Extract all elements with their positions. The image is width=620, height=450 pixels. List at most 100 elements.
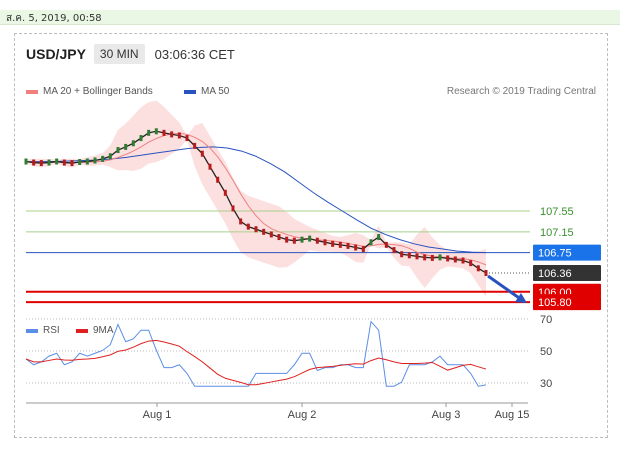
level-badge-106.36 — [533, 264, 601, 281]
candle — [407, 252, 411, 259]
candle — [369, 239, 373, 246]
candle — [453, 256, 457, 263]
candle — [200, 150, 204, 157]
candle — [438, 254, 442, 261]
level-badge-106.75 — [533, 244, 601, 261]
candle — [292, 237, 296, 244]
candle — [484, 269, 488, 276]
candle — [147, 129, 151, 136]
candle — [354, 244, 358, 251]
candle — [70, 160, 74, 167]
candle — [476, 265, 480, 272]
candle — [78, 159, 82, 166]
candle — [170, 131, 174, 138]
candle — [162, 129, 166, 136]
candle — [93, 157, 97, 164]
level-badge-105.80 — [533, 294, 601, 311]
candle — [139, 135, 143, 142]
candle — [338, 241, 342, 248]
x-tick-label: Aug 15 — [495, 409, 530, 421]
level-label-105.80: 105.80 — [538, 297, 572, 309]
candle — [323, 239, 327, 246]
legend-rsi: RSI — [26, 325, 60, 336]
candle — [254, 226, 258, 233]
level-label-107.55: 107.55 — [540, 206, 574, 218]
x-tick-label: Aug 1 — [143, 409, 172, 421]
candle — [101, 155, 105, 162]
candle — [62, 159, 66, 166]
candle — [300, 236, 304, 243]
rsi-tick-50: 50 — [540, 346, 552, 358]
candle — [177, 132, 181, 139]
rsi-tick-30: 30 — [540, 378, 552, 390]
candle — [208, 163, 212, 170]
timestamp-bar: ส.ค. 5, 2019, 00:58 — [0, 10, 620, 25]
rsi-line — [25, 320, 487, 387]
candle — [116, 147, 120, 154]
candle — [377, 234, 381, 241]
candle — [331, 240, 335, 247]
rsi-tick-70: 70 — [540, 314, 552, 326]
timeframe-button[interactable]: 30 MIN — [93, 44, 145, 64]
candle — [216, 176, 220, 183]
rsi-9ma-line — [25, 339, 487, 386]
level-label-107.15: 107.15 — [540, 227, 574, 239]
legend-9ma-label: 9MA — [93, 325, 114, 336]
candle — [246, 223, 250, 230]
candle — [269, 231, 273, 238]
candle — [415, 253, 419, 260]
candle — [423, 254, 427, 261]
candle — [223, 189, 227, 196]
legend-rsi-label: RSI — [43, 325, 60, 336]
bollinger-band — [26, 100, 486, 297]
timestamp: ส.ค. 5, 2019, 00:58 — [6, 13, 102, 24]
candle — [39, 160, 43, 167]
credit-text: Research © 2019 Trading Central — [446, 86, 596, 97]
legend-ma50-label: MA 50 — [201, 86, 230, 97]
candle — [131, 140, 135, 147]
candle — [193, 142, 197, 149]
legend-ma20-label: MA 20 + Bollinger Bands — [43, 86, 153, 97]
candle — [262, 228, 266, 235]
candle — [392, 247, 396, 254]
candle — [285, 236, 289, 243]
candle — [85, 158, 89, 165]
candle — [124, 143, 128, 150]
forecast-arrow-head — [515, 293, 527, 303]
forecast-arrow — [487, 274, 523, 302]
candle — [231, 205, 235, 212]
currency-pair: USD/JPY — [26, 46, 86, 62]
candle — [239, 218, 243, 225]
ma20-swatch — [26, 89, 38, 94]
candle — [24, 158, 28, 165]
ma50-swatch — [184, 89, 196, 94]
candle — [446, 255, 450, 262]
chart-header: USD/JPY 30 MIN 03:06:36 CET — [26, 43, 235, 65]
x-tick-label: Aug 2 — [288, 409, 317, 421]
candle — [154, 128, 158, 135]
candle — [346, 242, 350, 249]
candle — [185, 135, 189, 142]
rsi-swatch — [26, 328, 38, 333]
chart-time: 03:06:36 CET — [154, 46, 235, 62]
candle — [400, 251, 404, 258]
candle — [430, 254, 434, 261]
candle — [384, 241, 388, 248]
legend-9ma: 9MA — [76, 325, 114, 336]
x-tick-label: Aug 3 — [432, 409, 461, 421]
legend-ma20: MA 20 + Bollinger Bands — [26, 86, 153, 97]
candle — [469, 260, 473, 267]
ma9-swatch — [76, 328, 88, 333]
candle — [315, 237, 319, 244]
candle — [47, 159, 51, 166]
candle — [277, 234, 281, 241]
level-label-106.75: 106.75 — [538, 248, 572, 260]
candle — [55, 158, 59, 165]
candle — [108, 153, 112, 160]
candle — [308, 235, 312, 242]
level-label-106.36: 106.36 — [538, 268, 572, 280]
legend-ma50: MA 50 — [184, 86, 229, 97]
candle — [361, 246, 365, 253]
candle — [461, 257, 465, 264]
